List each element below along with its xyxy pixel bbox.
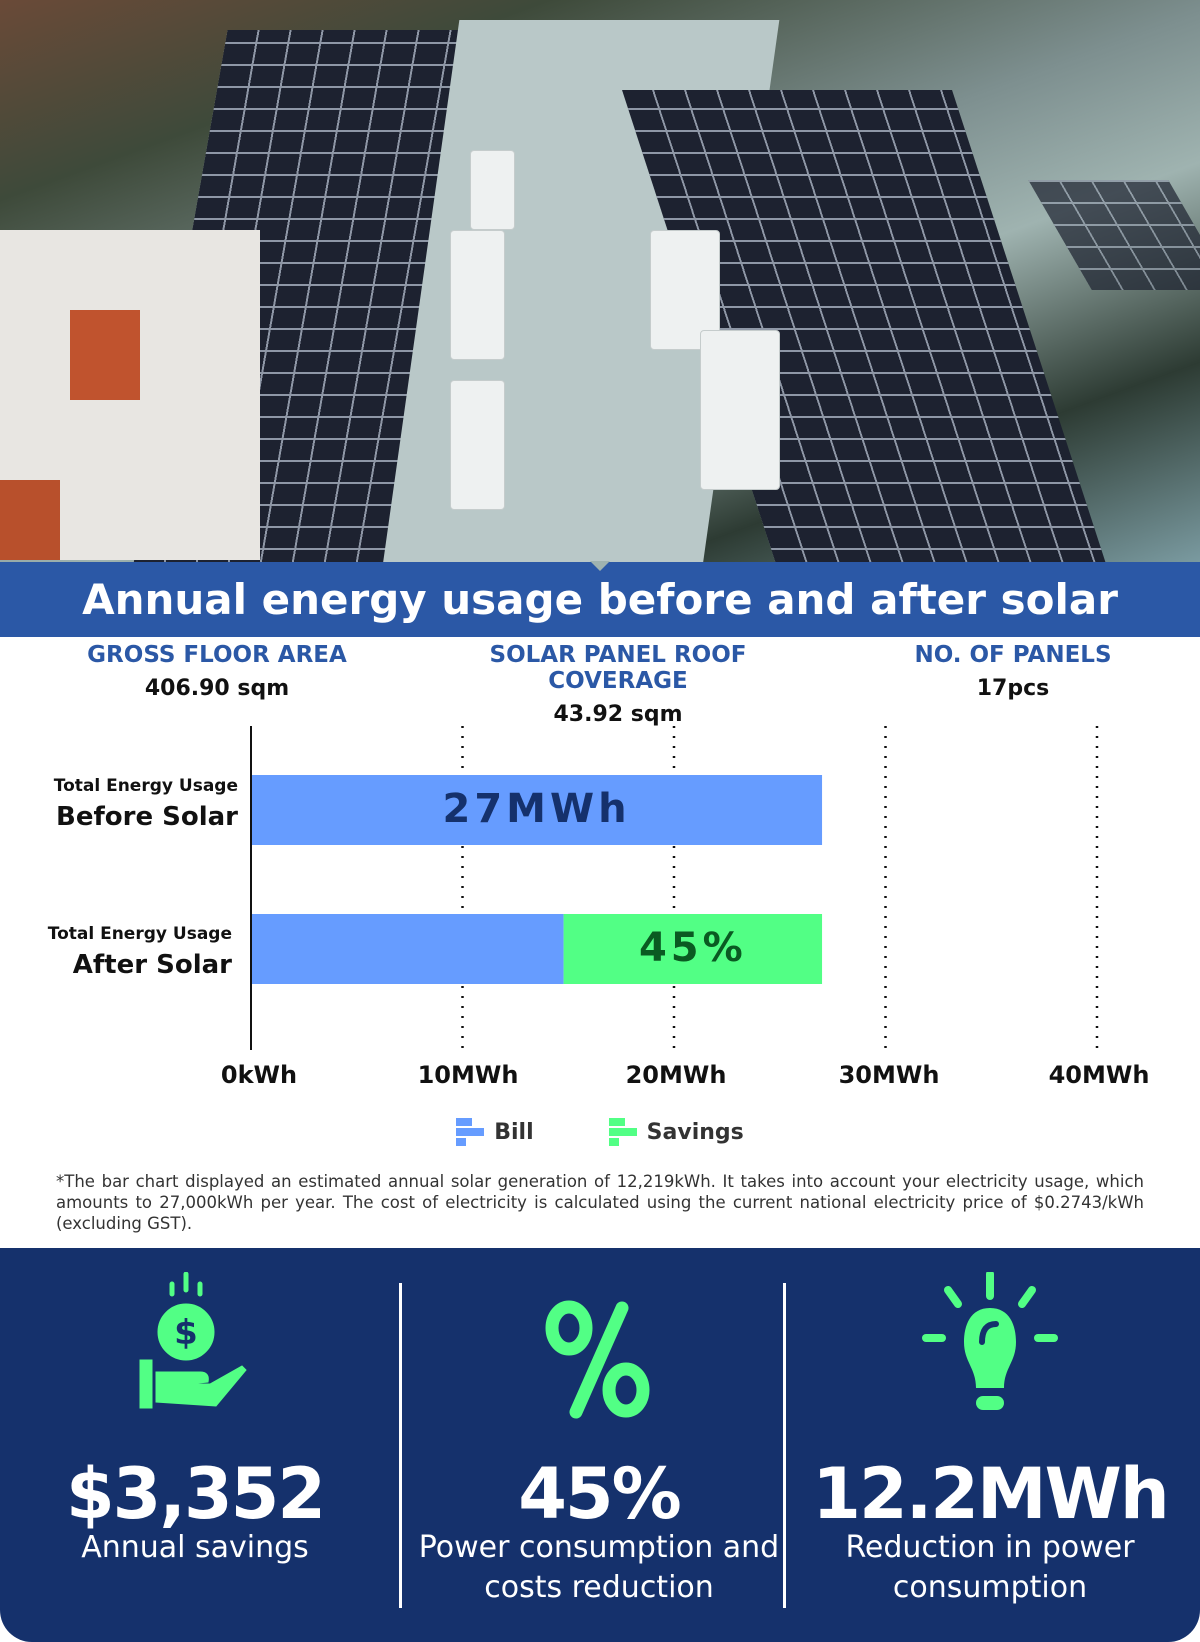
x-tick-label: 0kWh bbox=[220, 1061, 298, 1089]
footnote: *The bar chart displayed an estimated an… bbox=[56, 1172, 1144, 1233]
svg-text:$: $ bbox=[174, 1313, 198, 1353]
stat-no-of-panels: NO. OF PANELS 17pcs bbox=[813, 642, 1200, 701]
rooftop-solar-photo bbox=[0, 0, 1200, 562]
summary-caption: Annual savings bbox=[81, 1530, 309, 1565]
stat-gross-floor-area: GROSS FLOOR AREA 406.90 sqm bbox=[17, 642, 417, 701]
summary-panel: $ $3,352 Annual savings 45% Power consum… bbox=[0, 1248, 1200, 1642]
data-label-before: 27MWh bbox=[442, 786, 630, 832]
stat-value: 17pcs bbox=[976, 676, 1050, 701]
bar-legend-icon bbox=[456, 1118, 485, 1146]
summary-value: 45% bbox=[518, 1453, 682, 1535]
stat-roof-coverage: SOLAR PANEL ROOF COVERAGE 43.92 sqm bbox=[418, 642, 818, 727]
stat-label: SOLAR PANEL ROOF COVERAGE bbox=[489, 642, 747, 694]
stat-label: NO. OF PANELS bbox=[914, 642, 1112, 668]
bar-savings bbox=[563, 914, 823, 984]
stat-label: GROSS FLOOR AREA bbox=[87, 642, 347, 668]
x-tick-label: 10MWh bbox=[417, 1061, 519, 1089]
category-before-solar: Total Energy Usage Before Solar bbox=[20, 776, 238, 832]
x-tick-label: 40MWh bbox=[1048, 1061, 1150, 1089]
category-small-label: Total Energy Usage bbox=[53, 776, 238, 796]
chart-legend: Bill Savings bbox=[0, 1118, 1200, 1146]
money-hand-icon: $ bbox=[139, 1272, 247, 1409]
divider bbox=[783, 1283, 786, 1608]
bar-bill bbox=[251, 914, 564, 984]
x-tick-label: 20MWh bbox=[625, 1061, 727, 1089]
data-label-after: 45% bbox=[639, 925, 747, 971]
category-small-label: Total Energy Usage bbox=[47, 924, 232, 944]
lightbulb-icon bbox=[922, 1272, 1058, 1410]
summary-value: $3,352 bbox=[65, 1453, 326, 1535]
title-banner: Annual energy usage before and after sol… bbox=[0, 561, 1200, 637]
bar-legend-icon bbox=[608, 1118, 637, 1146]
x-tick-label: 30MWh bbox=[838, 1061, 940, 1089]
legend-item-bill: Bill bbox=[456, 1118, 534, 1146]
stat-value: 43.92 sqm bbox=[553, 702, 683, 727]
category-big-label: Before Solar bbox=[56, 802, 238, 832]
page-title: Annual energy usage before and after sol… bbox=[82, 575, 1118, 624]
category-after-solar: Total Energy Usage After Solar bbox=[20, 924, 232, 980]
category-big-label: After Solar bbox=[72, 950, 232, 980]
legend-item-savings: Savings bbox=[608, 1118, 744, 1146]
divider bbox=[399, 1283, 402, 1608]
legend-label: Savings bbox=[646, 1119, 744, 1145]
percent-icon bbox=[545, 1300, 650, 1419]
summary-caption: Reduction in power consumption bbox=[845, 1530, 1135, 1605]
stat-value: 406.90 sqm bbox=[144, 676, 290, 701]
bar-bill bbox=[251, 775, 823, 845]
summary-caption: Power consumption and costs reduction bbox=[418, 1530, 780, 1605]
summary-value: 12.2MWh bbox=[812, 1453, 1169, 1535]
legend-label: Bill bbox=[494, 1119, 534, 1145]
